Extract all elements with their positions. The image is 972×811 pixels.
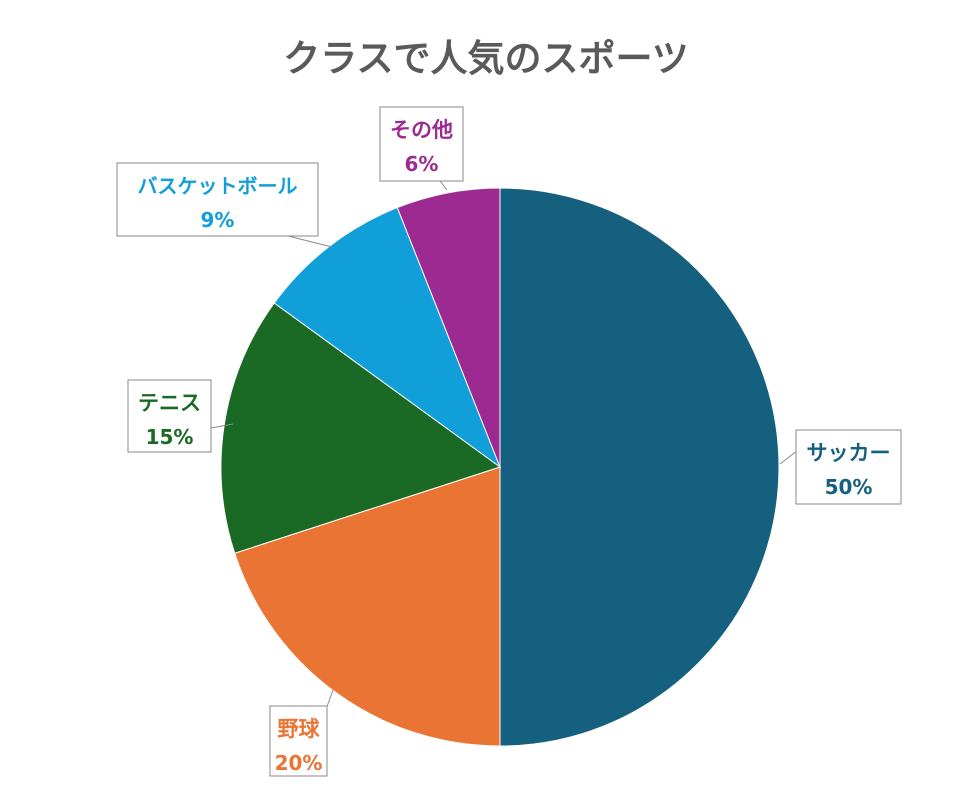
- data-label-1: サッカー 50%: [779, 429, 902, 505]
- callout-leader-3: [210, 423, 234, 429]
- slice-label-4: バスケットボール: [138, 174, 298, 198]
- pie-slice-3: [220, 302, 502, 554]
- callout-leader-5: [439, 180, 448, 191]
- pie-slice-5: [396, 187, 501, 468]
- callout-leader-4: [287, 235, 333, 248]
- slice-label-3: テニス: [138, 391, 201, 415]
- chart-title: クラスで人気のスポーツ: [283, 37, 689, 80]
- slice-label-1: サッカー: [807, 441, 891, 465]
- callout-box-5: [379, 106, 464, 182]
- callout-box-4: [116, 162, 319, 237]
- data-label-2: 野球 20%: [269, 689, 334, 777]
- slice-label-5: その他: [390, 118, 453, 142]
- pie-slices: [220, 187, 780, 747]
- slice-value-3: 15%: [146, 425, 194, 449]
- slice-value-5: 6%: [405, 152, 439, 176]
- data-label-3: テニス 15%: [127, 379, 234, 453]
- data-label-4: バスケットボール 9%: [116, 162, 333, 248]
- slice-label-2: 野球: [278, 717, 321, 741]
- data-label-5: その他 6%: [379, 106, 464, 191]
- slice-value-2: 20%: [275, 751, 323, 775]
- callout-box-1: [795, 429, 902, 505]
- callout-box-3: [127, 379, 212, 453]
- slice-value-1: 50%: [825, 475, 873, 499]
- pie-callouts: サッカー 50% 野球 20% テニス 15% バスケットボール 9% その他 6%: [116, 106, 902, 777]
- pie-slice-1: [499, 187, 780, 747]
- callout-box-2: [269, 705, 328, 777]
- pie-slice-2: [234, 466, 501, 747]
- slice-value-4: 9%: [201, 208, 235, 232]
